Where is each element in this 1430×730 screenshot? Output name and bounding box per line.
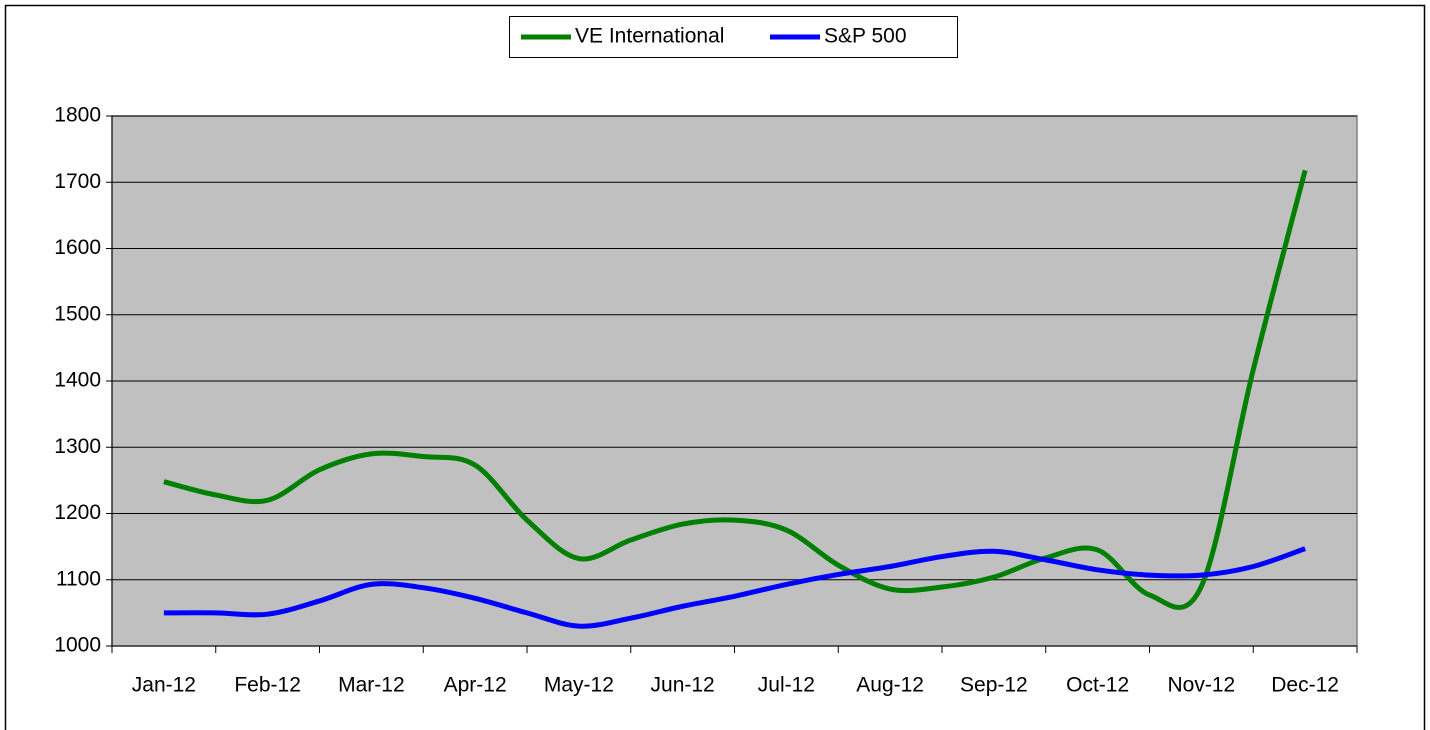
x-tick-label: Nov-12 (1168, 674, 1236, 697)
y-tick-label: 1300 (54, 435, 101, 458)
y-tick-label: 1700 (54, 170, 101, 193)
x-tick-label: Jun-12 (651, 674, 715, 697)
legend-label: VE International (575, 25, 724, 48)
x-tick-label: Aug-12 (856, 674, 924, 697)
x-tick-label: Mar-12 (338, 674, 405, 697)
x-tick-label: Feb-12 (234, 674, 301, 697)
series-line (163, 546, 1306, 629)
y-tick-label: 1800 (54, 104, 101, 127)
legend-label: S&P 500 (824, 25, 907, 48)
legend-box (509, 16, 958, 58)
x-tick-label: May-12 (544, 674, 614, 697)
x-tick-label: Oct-12 (1066, 674, 1129, 697)
y-tick-label: 1600 (54, 236, 101, 259)
series-line (163, 169, 1308, 610)
y-tick-label: 1200 (54, 501, 101, 524)
x-tick-label: Dec-12 (1271, 674, 1339, 697)
y-tick-label: 1400 (54, 369, 101, 392)
chart-border (4, 4, 1426, 730)
x-tick-label: Sep-12 (960, 674, 1028, 697)
x-tick-label: Jan-12 (132, 674, 196, 697)
x-tick-label: Jul-12 (758, 674, 815, 697)
y-tick-label: 1000 (54, 634, 101, 657)
y-tick-label: 1100 (56, 567, 101, 590)
y-tick-label: 1500 (54, 302, 101, 325)
x-tick-label: Apr-12 (444, 674, 507, 697)
